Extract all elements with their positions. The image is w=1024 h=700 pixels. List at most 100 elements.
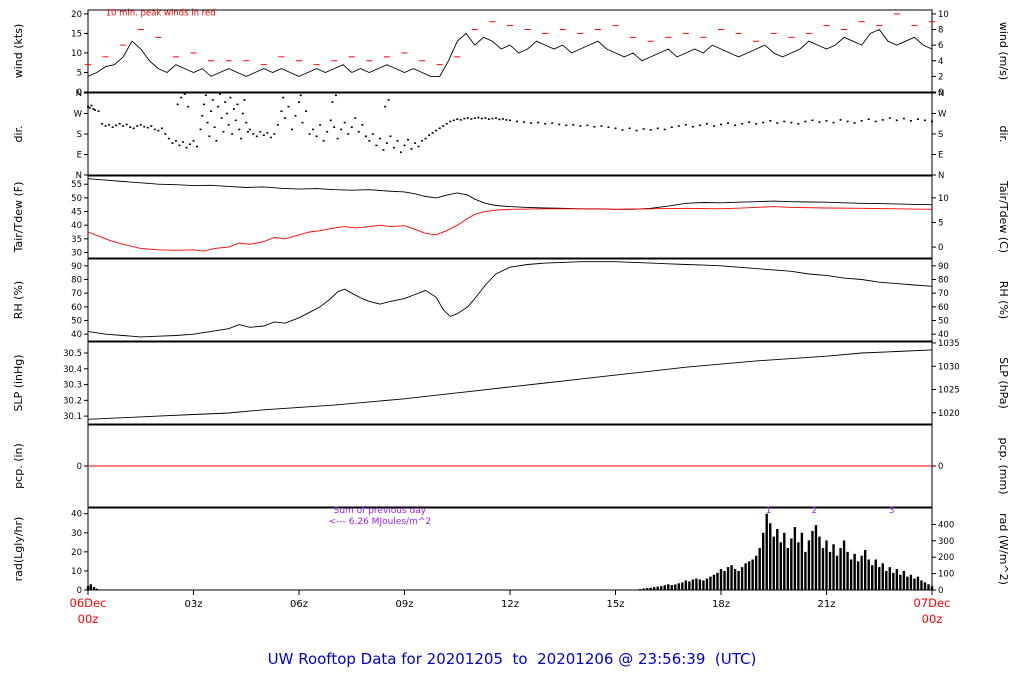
- y-tick-label: S: [77, 130, 82, 140]
- y-tick-label: 30.1: [63, 412, 82, 422]
- y-tick-label: N: [76, 171, 82, 181]
- y-tick-label: 70: [71, 289, 82, 299]
- y-tick-label: 30.5: [63, 349, 82, 359]
- y-tick-label: 0: [77, 88, 82, 98]
- left-axis-label: RH (%): [12, 281, 25, 319]
- y-tick-label: 300: [938, 537, 954, 547]
- y-tick-label: 30.2: [63, 396, 82, 406]
- y-tick-label: 50: [71, 194, 82, 204]
- y-tick-label: 0: [938, 462, 943, 472]
- y-tick-label: 50: [938, 317, 949, 327]
- weather-plot: 0 5 10 15 20 0 2 4 6 8 10 wind (kts) wind (m/s) 10 mi…: [12, 8, 1010, 668]
- annotation: 10 min. peak winds in red: [106, 8, 216, 18]
- right-axis-label: rad (W/m^2): [997, 513, 1010, 585]
- panel-wind: 0 5 10 15 20 0 2 4 6 8 10 wind (kts) wind (m/s) 10 mi…: [12, 8, 1010, 98]
- y-tick-label: 15: [71, 29, 82, 39]
- y-tick-label: 10: [938, 10, 949, 20]
- y-tick-label: 35: [71, 235, 82, 245]
- y-tick-label: 20: [71, 548, 82, 558]
- series-solar-radiation: [86, 513, 934, 590]
- y-tick-label: 400: [938, 520, 954, 530]
- y-tick-label: 1025: [938, 385, 960, 395]
- x-tick-label: 15z: [607, 599, 625, 610]
- x-date-label: 07Dec: [914, 596, 951, 610]
- panel-pcp: 0 0 pcp. (in) pcp. (mm): [12, 424, 1010, 508]
- y-tick-label: 30: [71, 249, 82, 259]
- y-tick-label: 5: [77, 68, 82, 78]
- y-tick-label: S: [938, 130, 943, 140]
- y-tick-label: 30.3: [63, 381, 82, 391]
- x-tick-label: 03z: [185, 599, 203, 610]
- chart-title: UW Rooftop Data for 20201205 to 20201206…: [267, 650, 757, 668]
- y-tick-label: N: [938, 171, 944, 181]
- y-tick-label: N: [76, 89, 82, 99]
- y-tick-label: 0: [77, 586, 82, 596]
- right-axis-label: wind (m/s): [997, 22, 1010, 80]
- left-axis-label: pcp. (in): [12, 443, 25, 489]
- y-tick-label: 10: [71, 567, 82, 577]
- y-tick-label: 8: [938, 26, 943, 36]
- y-tick-label: 5: [938, 218, 943, 228]
- right-axis-label: pcp. (mm): [997, 437, 1010, 494]
- y-tick-label: 4: [938, 57, 943, 67]
- x-date-label: 00z: [922, 612, 943, 626]
- y-tick-label: 80: [71, 276, 82, 286]
- y-tick-label: 1020: [938, 409, 960, 419]
- left-axis-label: rad(Lgly/hr): [12, 517, 25, 582]
- annotation: 2: [811, 506, 817, 516]
- series-rel-humidity: [87, 261, 933, 338]
- x-date-label: 06Dec: [70, 596, 107, 610]
- series-peak-wind: [85, 13, 935, 66]
- y-tick-label: 40: [71, 221, 82, 231]
- x-axis: 03z 06z 09z 12z 15z 18z 21z 06Dec 00z 07Dec 00z: [70, 590, 951, 626]
- right-axis-label: dir.: [997, 125, 1010, 142]
- left-axis-label: SLP (inHg): [12, 354, 25, 411]
- series-pressure: [87, 349, 933, 420]
- y-tick-label: 100: [938, 570, 954, 580]
- y-tick-label: E: [938, 151, 943, 161]
- left-axis-label: dir.: [12, 125, 25, 142]
- y-tick-label: E: [77, 151, 82, 161]
- panel-slp: 30.1 30.2 30.3 30.4 30.5 1020 1025 1030 1035 SLP …: [12, 339, 1010, 425]
- y-tick-label: 50: [71, 317, 82, 327]
- y-tick-label: 0: [938, 243, 943, 253]
- right-axis-label: RH (%): [997, 281, 1010, 319]
- x-tick-label: 21z: [818, 599, 836, 610]
- left-axis-label: Tair/Tdew (F): [12, 182, 25, 254]
- y-tick-label: 6: [938, 41, 943, 51]
- y-tick-label: W: [938, 110, 947, 120]
- annotation: 1: [766, 506, 772, 516]
- y-tick-label: 30: [71, 529, 82, 539]
- annotation: 3: [889, 506, 895, 516]
- y-tick-label: N: [938, 89, 944, 99]
- x-date-label: 00z: [78, 612, 99, 626]
- y-tick-label: 20: [71, 10, 82, 20]
- y-tick-label: 90: [71, 262, 82, 272]
- y-tick-label: W: [74, 110, 83, 120]
- panel-temp: 30 35 40 45 50 55 0 5 10 Tair/Tdew (F) Tair/Tdew (…: [12, 175, 1010, 259]
- y-tick-label: 0: [938, 586, 943, 596]
- y-tick-label: 40: [71, 330, 82, 340]
- y-tick-label: 1030: [938, 362, 960, 372]
- x-tick-label: 06z: [290, 599, 308, 610]
- y-tick-label: 10: [71, 49, 82, 59]
- right-axis-label: SLP (hPa): [997, 357, 1010, 409]
- x-tick-label: 09z: [396, 599, 414, 610]
- y-tick-label: 45: [71, 208, 82, 218]
- y-tick-label: 40: [938, 330, 949, 340]
- y-tick-label: 2: [938, 72, 943, 82]
- series-wind-speed: [87, 28, 933, 77]
- x-tick-label: 12z: [501, 599, 519, 610]
- panel-rh: 40 50 60 70 80 90 40 50 60 70 80 90 RH (%) RH (%): [12, 258, 1010, 342]
- y-tick-label: 60: [938, 303, 949, 313]
- series-t-air: [87, 178, 933, 210]
- y-tick-label: 80: [938, 276, 949, 286]
- annotation: Sum of previous day: [334, 506, 427, 516]
- y-tick-label: 10: [938, 194, 949, 204]
- y-tick-label: 90: [938, 262, 949, 272]
- series-wind-direction: [87, 93, 933, 154]
- y-tick-label: 60: [71, 303, 82, 313]
- y-tick-label: 70: [938, 289, 949, 299]
